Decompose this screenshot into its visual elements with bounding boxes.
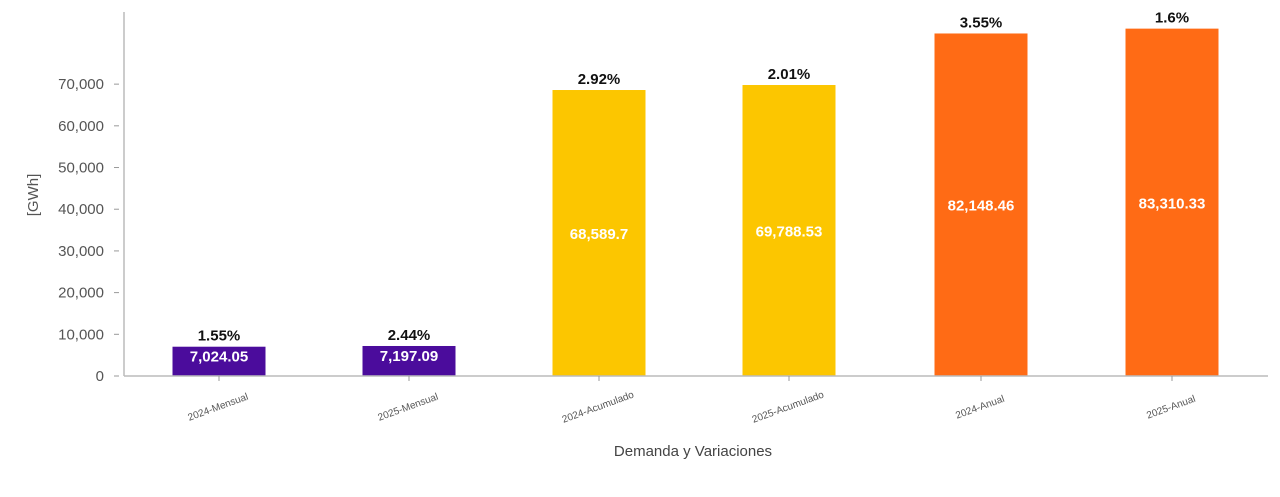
bar-variation-label: 2.92%	[578, 71, 621, 88]
bar	[1125, 28, 1219, 377]
y-tick-label: 60,000	[58, 118, 104, 135]
bar-value-label: 7,024.05	[190, 349, 248, 366]
bar-value-label: 69,788.53	[756, 224, 823, 241]
bar-value-label: 7,197.09	[380, 348, 438, 365]
bar-value-label: 68,589.7	[570, 226, 628, 243]
y-tick-label: 10,000	[58, 326, 104, 343]
y-tick-label: 40,000	[58, 201, 104, 218]
bar	[362, 345, 456, 376]
bar-variation-label: 1.55%	[198, 328, 241, 345]
y-tick-label: 20,000	[58, 285, 104, 302]
bar-variation-label: 2.01%	[768, 66, 811, 83]
x-axis-label: Demanda y Variaciones	[614, 443, 772, 460]
bars: 7,024.05 1.55% 7,197.09 2.44% 68,589.7 2.92% 6…	[172, 10, 1219, 377]
x-tick-label: 2024-Acumulado	[561, 389, 636, 425]
y-axis-label: [GWh]	[25, 174, 42, 217]
y-tick-label: 0	[96, 368, 104, 385]
bar	[552, 90, 646, 377]
x-tick-label: 2024-Mensual	[186, 392, 249, 424]
y-axis: 0 10,000 20,000 30,000 40,000 50,000 60,000 70,…	[58, 12, 125, 385]
bar-variation-label: 2.44%	[388, 327, 431, 344]
x-tick-label: 2025-Anual	[1145, 394, 1197, 422]
y-tick-label: 50,000	[58, 160, 104, 177]
bar-variation-label: 3.55%	[960, 14, 1003, 31]
x-axis: 2024-Mensual 2025-Mensual 2024-Acumulado 20…	[124, 375, 1268, 426]
x-tick-label: 2025-Mensual	[376, 392, 439, 424]
bar	[742, 85, 836, 377]
y-tick-label: 30,000	[58, 243, 104, 260]
bar	[934, 33, 1028, 377]
bar-value-label: 82,148.46	[948, 198, 1015, 215]
y-tick-label: 70,000	[58, 76, 104, 93]
bar-variation-label: 1.6%	[1155, 10, 1189, 27]
bar	[172, 346, 266, 376]
x-tick-label: 2024-Anual	[954, 394, 1006, 422]
bar-value-label: 83,310.33	[1139, 195, 1206, 212]
x-tick-label: 2025-Acumulado	[751, 389, 826, 425]
